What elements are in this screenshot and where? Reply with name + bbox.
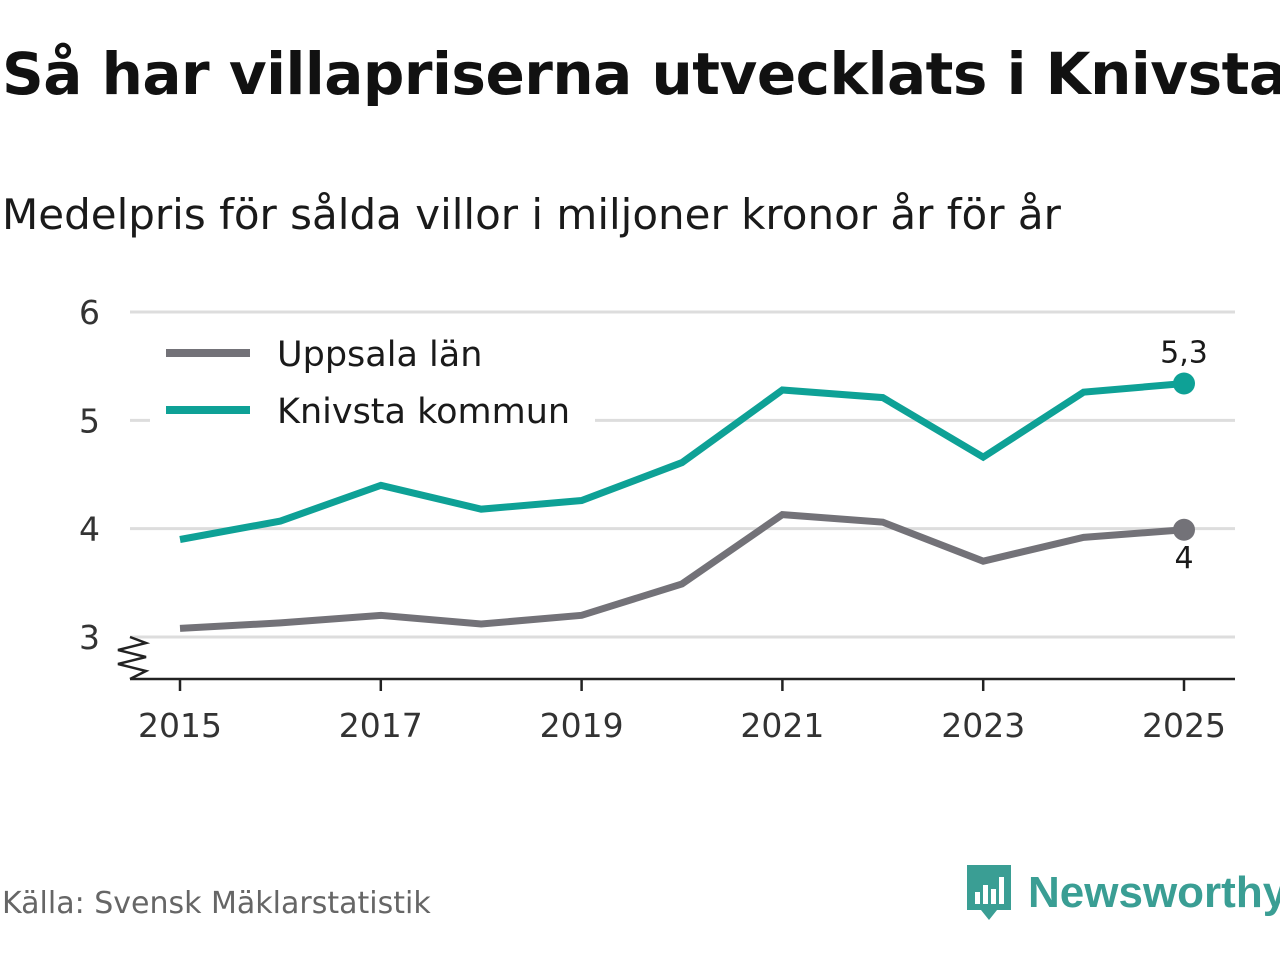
chart-subtitle: Medelpris för sålda villor i miljoner kr… (2, 190, 1061, 239)
brand-name: Newsworthy (1028, 868, 1280, 917)
chart-title: Så har villapriserna utvecklats i Knivst… (2, 40, 1280, 108)
newsworthy-icon (967, 865, 1011, 920)
x-tick-label-2015: 2015 (138, 706, 222, 745)
x-tick-label-2025: 2025 (1142, 706, 1226, 745)
legend-label-knivsta: Knivsta kommun (277, 392, 570, 432)
legend-background (150, 326, 595, 444)
legend: Uppsala län Knivsta kommun (150, 326, 595, 444)
end-label-knivsta: 5,3 (1160, 336, 1208, 371)
x-tick-label-2021: 2021 (740, 706, 824, 745)
end-label-uppsala: 4 (1174, 541, 1193, 576)
y-tick-label-4: 4 (79, 510, 100, 549)
y-tick-label-5: 5 (79, 401, 100, 440)
x-tick-label-2023: 2023 (941, 706, 1025, 745)
y-tick-label-3: 3 (79, 618, 100, 657)
source-note: Källa: Svensk Mäklarstatistik (2, 886, 431, 921)
legend-label-uppsala: Uppsala län (277, 335, 482, 375)
series: 45,3 (179, 336, 1208, 632)
grid-lines (130, 310, 1235, 639)
end-marker-knivsta (1173, 372, 1195, 395)
line-chart: 3 4 5 6 2015 2017 2019 2021 2023 2025 Uppsala län… (79, 293, 1235, 745)
series-line-uppsala (179, 511, 1185, 632)
y-tick-label-6: 6 (79, 293, 100, 332)
newsworthy-logo: Newsworthy (964, 862, 1280, 924)
x-tick-label-2017: 2017 (339, 706, 423, 745)
end-marker-uppsala (1173, 518, 1195, 541)
series-line-knivsta (179, 380, 1185, 543)
x-tick-label-2019: 2019 (540, 706, 624, 745)
axes: 3 4 5 6 2015 2017 2019 2021 2023 2025 (79, 293, 1235, 745)
axis-break-zigzag (117, 635, 151, 681)
